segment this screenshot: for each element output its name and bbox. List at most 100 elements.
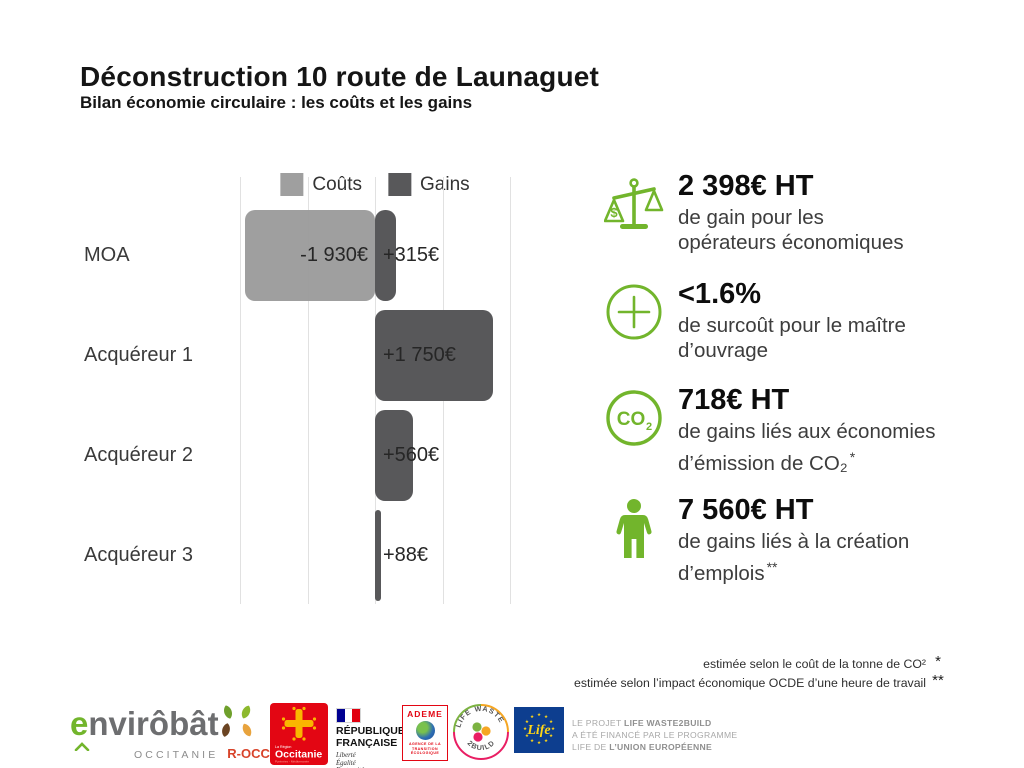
- footnote-text: estimée selon l’impact économique OCDE d…: [573, 676, 926, 690]
- stat-text: 2 398€ HT de gain pour les opérateurs écon…: [678, 170, 988, 255]
- ademe-wordmark: ADEME: [407, 709, 443, 719]
- svg-text:Pyrénées - Méditerranée: Pyrénées - Méditerranée: [275, 760, 309, 764]
- caret-icon: [74, 742, 90, 751]
- footnote-marker: *: [849, 448, 856, 465]
- logo-eu-life: ★ ★ ★ ★ ★ ★ ★ ★ ★ ★ ★ ★ Life: [514, 707, 564, 758]
- footnote-marker: **: [932, 672, 944, 689]
- stat-text: <1.6% de surcoût pour le maître d’ouvrage: [678, 278, 988, 363]
- svg-text:★: ★: [525, 733, 529, 739]
- envirobat-letters-end: bât: [169, 705, 219, 742]
- svg-text:★: ★: [551, 726, 555, 732]
- occitanie-laregion-label: La Région: [275, 745, 291, 749]
- bar-gains-acqu-reur-1: [375, 310, 494, 401]
- eu-funding-text: LE PROJET LIFE WASTE2BUILD A ÉTÉ FINANCÉ…: [572, 718, 738, 752]
- svg-text:★: ★: [544, 738, 548, 744]
- category-label-acqu-reur-2: Acquéreur 2: [84, 444, 193, 466]
- scale-icon: $: [603, 174, 664, 236]
- envirobat-letters: nvir: [88, 705, 149, 742]
- ademe-tagline-line: TRANSITION: [412, 746, 438, 751]
- gridline--1000: [307, 177, 309, 604]
- legend-item-co-ts: Coûts: [280, 173, 362, 196]
- rf-line1: RÉPUBLIQUE: [336, 725, 405, 737]
- stat-description: de gains liés à la création d’emplois **: [678, 530, 910, 585]
- bar-gains-acqu-reur-2: [375, 410, 413, 501]
- svg-text:★: ★: [549, 733, 553, 739]
- logo-life-waste2build: LIFE WASTE 2BUILD: [452, 703, 510, 766]
- chart-legend: Coûts Gains: [280, 173, 470, 196]
- bar-gains-acqu-reur-3: [375, 510, 381, 601]
- rocci-leaves-icon: [222, 705, 252, 737]
- bar-value-acqu-reur-2-gains: +560€: [383, 444, 440, 466]
- stat-value: 7 560€ HT: [678, 494, 814, 526]
- envirobat-letter-o: ô: [148, 705, 170, 742]
- person-icon: [604, 498, 664, 560]
- legend-swatch-gains: [388, 173, 411, 196]
- category-label-moa: MOA: [84, 244, 130, 266]
- page-title: Déconstruction 10 route de Launaguet: [80, 60, 600, 92]
- svg-text:★: ★: [530, 738, 534, 744]
- footnote-marker: **: [766, 558, 778, 575]
- svg-text:Occitanie: Occitanie: [275, 749, 322, 761]
- bar-value-acqu-reur-3-gains: +88€: [383, 544, 429, 566]
- svg-text:2: 2: [646, 421, 652, 433]
- legend-swatch-co-ts: [280, 173, 304, 196]
- bar-value-acqu-reur-1-gains: +1 750€: [383, 344, 456, 366]
- page-subtitle: Bilan économie circulaire : les coûts et…: [80, 93, 473, 113]
- ademe-tagline: AGENCE DE LA TRANSITION ÉCOLOGIQUE: [409, 742, 441, 756]
- svg-text:Life: Life: [526, 723, 550, 738]
- stat-text: 7 560€ HT de gains liés à la création d’em…: [678, 494, 988, 586]
- logo-ademe: ADEME AGENCE DE LA TRANSITION ÉCOLOGIQUE: [402, 705, 448, 761]
- svg-text:★: ★: [525, 719, 529, 725]
- rf-motto-word: Liberté: [336, 752, 356, 759]
- gridline-2000: [510, 177, 511, 604]
- svg-text:CO: CO: [617, 409, 646, 430]
- logo-envirobat-occitanie: envirôbât OCCITANIE R-OCCI: [70, 705, 280, 764]
- envirobat-letter-e: e: [70, 705, 89, 742]
- rf-motto-word: Égalité: [336, 759, 356, 767]
- bar-value-moa-co-ts: -1 930€: [300, 244, 368, 266]
- svg-text:★: ★: [544, 714, 548, 720]
- logo-republique-francaise: RÉPUBLIQUE FRANÇAISE LibertéÉgalitéFrate…: [336, 708, 405, 768]
- bar-value-moa-gains: +315€: [383, 244, 440, 266]
- co2-icon: CO 2: [604, 388, 664, 450]
- footnote-text: estimée selon le coût de la tonne de CO²: [703, 657, 926, 671]
- bar-gains-moa: [375, 210, 397, 301]
- envirobat-region-label: OCCITANIE: [134, 749, 219, 761]
- stat-description: de gain pour les opérateurs économiques: [678, 206, 904, 254]
- svg-text:★: ★: [523, 726, 527, 732]
- legend-label-gains: Gains: [420, 173, 470, 195]
- svg-text:★: ★: [537, 740, 541, 746]
- category-label-acqu-reur-3: Acquéreur 3: [84, 544, 193, 566]
- footnotes: estimée selon le coût de la tonne de CO²…: [573, 653, 950, 693]
- rf-motto: LibertéÉgalitéFraternité: [336, 752, 400, 768]
- svg-text:$: $: [610, 205, 618, 220]
- svg-text:★: ★: [537, 712, 541, 718]
- france-flag-icon: [336, 708, 361, 723]
- ademe-tagline-line: ÉCOLOGIQUE: [410, 751, 440, 756]
- stat-value: 718€ HT: [678, 384, 790, 416]
- footnote-2: estimée selon l’impact économique OCDE d…: [573, 672, 950, 693]
- ademe-tagline-line: AGENCE DE LA: [409, 742, 441, 746]
- stat-text: 718€ HT de gains liés aux économies d’émis…: [678, 384, 988, 476]
- svg-text:★: ★: [549, 719, 553, 725]
- svg-text:★: ★: [530, 714, 534, 720]
- legend-label-co-ts: Coûts: [312, 173, 362, 195]
- bar-co-ts-moa: [244, 210, 375, 301]
- logo-region-occitanie: La Région Occitanie Pyrénées - Méditerra…: [270, 703, 328, 768]
- globe-icon: [415, 721, 435, 740]
- stat-description: de surcoût pour le maître d’ouvrage: [678, 314, 906, 362]
- rocci-label: R-OCCI: [227, 746, 274, 761]
- stat-description: de gains liés aux économies d’émission de…: [678, 420, 936, 475]
- plus-icon: [604, 282, 664, 344]
- envirobat-wordmark: envirôbât: [70, 706, 219, 742]
- footnote-marker: *: [935, 653, 941, 670]
- footnote-1: estimée selon le coût de la tonne de CO²…: [574, 653, 950, 674]
- category-label-acqu-reur-1: Acquéreur 1: [84, 344, 193, 366]
- svg-text:2BUILD: 2BUILD: [466, 738, 497, 752]
- stat-value: 2 398€ HT: [678, 170, 814, 202]
- legend-item-gains: Gains: [388, 173, 470, 196]
- stat-value: <1.6%: [678, 278, 762, 310]
- rf-line2: FRANÇAISE: [336, 736, 398, 749]
